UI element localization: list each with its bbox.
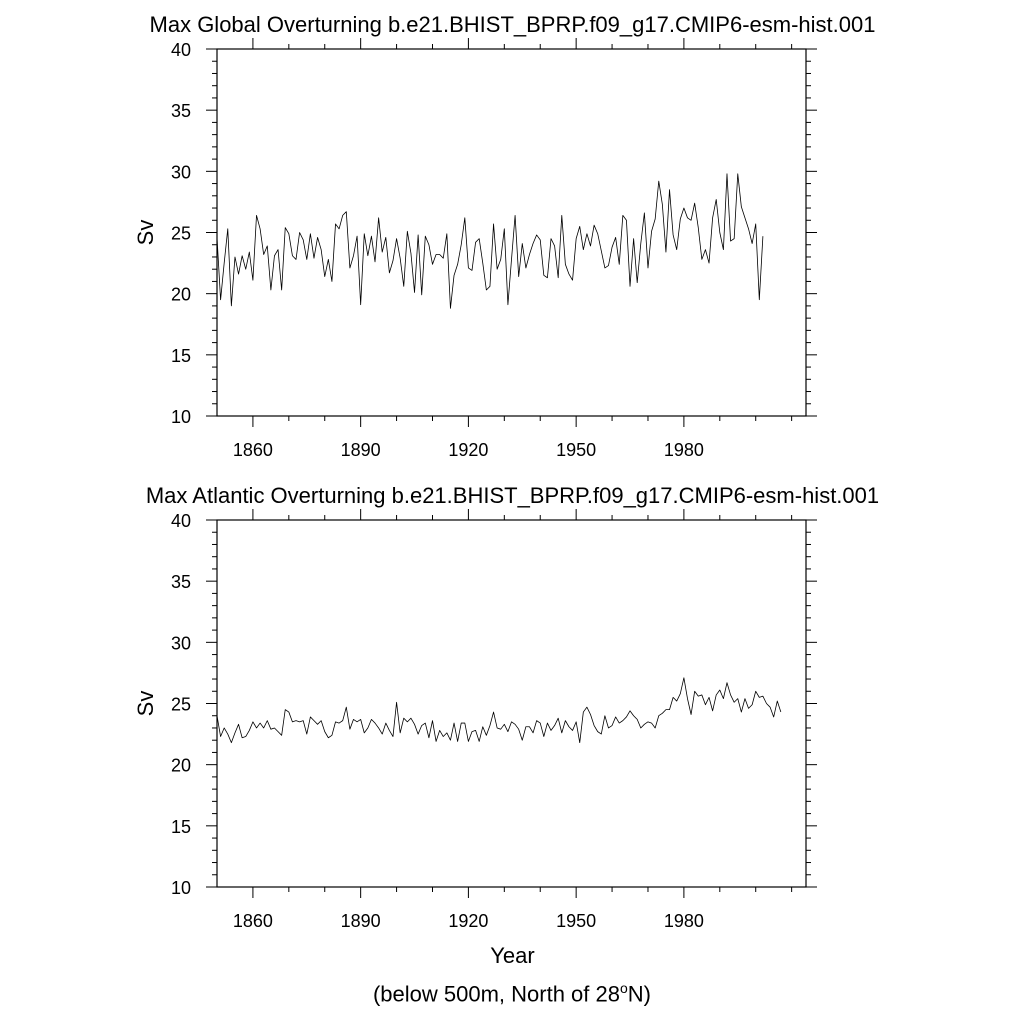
global-y-tick-label: 40 (171, 40, 191, 60)
atlantic-y-tick-label: 10 (171, 878, 191, 898)
atlantic-x-axis-label: Year (490, 943, 534, 968)
atlantic-y-tick-label: 30 (171, 633, 191, 653)
global-x-tick-label: 1950 (556, 440, 596, 460)
atlantic-y-tick-label: 35 (171, 572, 191, 592)
caption-degree-sup: o (620, 980, 628, 996)
global-y-tick-label: 35 (171, 101, 191, 121)
figure-caption: (below 500m, North of 28oN) (0, 980, 1024, 1007)
global-overturning-panel: Max Global Overturning b.e21.BHIST_BPRP.… (133, 12, 875, 460)
atlantic-x-tick-label: 1890 (341, 911, 381, 931)
global-x-tick-label: 1890 (341, 440, 381, 460)
global-y-tick-label: 10 (171, 407, 191, 427)
global-y-tick-label: 20 (171, 285, 191, 305)
global-y-tick-label: 25 (171, 224, 191, 244)
global-y-tick-label: 30 (171, 162, 191, 182)
global-x-tick-label: 1860 (233, 440, 273, 460)
global-series-line (216, 173, 764, 309)
atlantic-x-tick-label: 1920 (448, 911, 488, 931)
atlantic-x-tick-label: 1860 (233, 911, 273, 931)
atlantic-y-tick-label: 20 (171, 756, 191, 776)
caption-prefix: (below 500m, North of 28 (372, 981, 620, 1007)
atlantic-x-tick-label: 1980 (664, 911, 704, 931)
global-x-tick-label: 1920 (448, 440, 488, 460)
atlantic-x-tick-label: 1950 (556, 911, 596, 931)
global-x-tick-label: 1980 (664, 440, 704, 460)
atlantic-y-tick-label: 40 (171, 511, 191, 531)
atlantic-y-axis-label: Sv (133, 691, 158, 717)
global-y-axis-label: Sv (133, 220, 158, 246)
atlantic-y-tick-label: 15 (171, 817, 191, 837)
atlantic-chart-title: Max Atlantic Overturning b.e21.BHIST_BPR… (146, 483, 879, 508)
global-chart-title: Max Global Overturning b.e21.BHIST_BPRP.… (150, 12, 876, 37)
global-y-tick-label: 15 (171, 346, 191, 366)
atlantic-plot-frame (216, 519, 807, 888)
atlantic-y-tick-label: 25 (171, 695, 191, 715)
atlantic-overturning-panel: Max Atlantic Overturning b.e21.BHIST_BPR… (133, 483, 879, 968)
atlantic-series-line (216, 677, 782, 744)
global-plot-frame (216, 48, 807, 417)
caption-suffix: N) (627, 981, 652, 1007)
